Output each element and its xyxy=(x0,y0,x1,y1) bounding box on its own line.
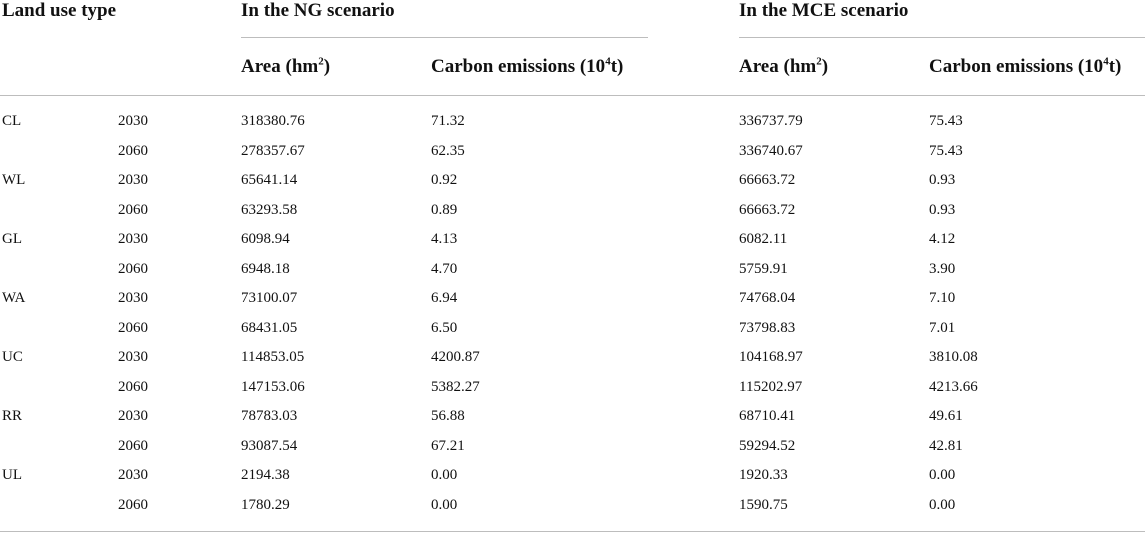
mce-carbon-cell: 0.00 xyxy=(929,467,956,483)
year-cell: 2030 xyxy=(118,408,148,424)
mce-carbon-cell: 4213.66 xyxy=(929,378,978,395)
ng-area-cell: 278357.67 xyxy=(241,142,305,159)
ng-area-cell: 114853.05 xyxy=(241,349,305,365)
ng-carbon-header: Carbon emissions (104t) xyxy=(431,55,624,77)
mce-carbon-cell: 7.01 xyxy=(929,319,956,336)
mce-area-cell: 104168.97 xyxy=(739,349,803,365)
ng-carbon-cell: 4.13 xyxy=(431,231,458,247)
year-cell: 2030 xyxy=(118,290,148,306)
year-cell: 2060 xyxy=(118,437,148,454)
mce-area-cell: 6082.11 xyxy=(739,231,788,247)
year-cell: 2030 xyxy=(118,113,148,129)
ng-carbon-cell: 71.32 xyxy=(431,113,465,129)
mce-area-cell: 336737.79 xyxy=(739,113,803,129)
ng-carbon-cell: 6.94 xyxy=(431,290,458,306)
ng-carbon-cell: 62.35 xyxy=(431,142,465,159)
ng-area-cell: 6948.18 xyxy=(241,260,290,277)
ng-carbon-cell: 0.00 xyxy=(431,496,458,513)
ng-area-cell: 63293.58 xyxy=(241,201,298,218)
mce-carbon-cell: 0.00 xyxy=(929,496,956,513)
mce-area-header: Area (hm2) xyxy=(739,55,829,77)
mce-area-cell: 1590.75 xyxy=(739,496,788,513)
mce-group-rule xyxy=(739,37,1145,38)
mce-carbon-cell: 0.93 xyxy=(929,172,956,188)
land-use-type-cell: CL xyxy=(2,113,22,129)
land-use-type-cell: WA xyxy=(2,290,26,306)
mce-area-cell: 68710.41 xyxy=(739,408,796,424)
ng-area-cell: 2194.38 xyxy=(241,467,290,483)
mce-carbon-cell: 3.90 xyxy=(929,260,956,277)
ng-area-cell: 65641.14 xyxy=(241,172,298,188)
ng-carbon-cell: 0.89 xyxy=(431,201,458,218)
mce-area-cell: 1920.33 xyxy=(739,467,788,483)
mce-carbon-cell: 75.43 xyxy=(929,142,963,159)
mce-area-cell: 59294.52 xyxy=(739,437,796,454)
ng-carbon-cell: 67.21 xyxy=(431,437,465,454)
ng-carbon-cell: 56.88 xyxy=(431,408,465,424)
ng-carbon-cell: 4.70 xyxy=(431,260,458,277)
land-use-type-cell: GL xyxy=(2,231,22,247)
mce-area-cell: 74768.04 xyxy=(739,290,796,306)
year-cell: 2030 xyxy=(118,349,148,365)
ng-area-cell: 73100.07 xyxy=(241,290,298,306)
mce-carbon-cell: 7.10 xyxy=(929,290,956,306)
mce-carbon-cell: 4.12 xyxy=(929,231,956,247)
header-ng-scenario: In the NG scenario xyxy=(241,0,395,21)
mce-area-cell: 66663.72 xyxy=(739,201,796,218)
year-cell: 2030 xyxy=(118,172,148,188)
year-cell: 2030 xyxy=(118,467,148,483)
mce-carbon-cell: 3810.08 xyxy=(929,349,978,365)
land-use-type-cell: WL xyxy=(2,172,26,188)
header-land-use-type: Land use type xyxy=(2,0,117,21)
mce-carbon-cell: 49.61 xyxy=(929,408,963,424)
ng-area-cell: 1780.29 xyxy=(241,496,290,513)
ng-area-cell: 147153.06 xyxy=(241,378,305,395)
year-cell: 2060 xyxy=(118,201,148,218)
header-mce-scenario: In the MCE scenario xyxy=(739,0,909,21)
mce-carbon-cell: 0.93 xyxy=(929,201,956,218)
ng-area-cell: 68431.05 xyxy=(241,319,298,336)
ng-carbon-cell: 0.00 xyxy=(431,467,458,483)
mce-area-cell: 66663.72 xyxy=(739,172,796,188)
year-cell: 2060 xyxy=(118,260,148,277)
ng-carbon-cell: 6.50 xyxy=(431,319,458,336)
ng-area-cell: 93087.54 xyxy=(241,437,298,454)
mce-area-cell: 115202.97 xyxy=(739,378,803,395)
ng-carbon-cell: 0.92 xyxy=(431,172,458,188)
year-cell: 2060 xyxy=(118,496,148,513)
ng-area-cell: 318380.76 xyxy=(241,113,305,129)
mce-area-cell: 5759.91 xyxy=(739,260,788,277)
table-bottom-rule xyxy=(0,531,1145,532)
mce-area-cell: 336740.67 xyxy=(739,142,803,159)
year-cell: 2060 xyxy=(118,319,148,336)
ng-area-header: Area (hm2) xyxy=(241,55,331,77)
ng-carbon-cell: 5382.27 xyxy=(431,378,480,395)
mce-area-cell: 73798.83 xyxy=(739,319,796,336)
land-use-type-cell: UL xyxy=(2,467,22,483)
mce-carbon-header: Carbon emissions (104t) xyxy=(929,55,1122,77)
header-bottom-rule xyxy=(0,95,1145,96)
mce-carbon-cell: 42.81 xyxy=(929,437,963,454)
year-cell: 2060 xyxy=(118,142,148,159)
mce-carbon-cell: 75.43 xyxy=(929,113,963,129)
land-use-type-cell: UC xyxy=(2,349,23,365)
ng-area-cell: 78783.03 xyxy=(241,408,298,424)
land-use-type-cell: RR xyxy=(2,408,23,424)
ng-group-rule xyxy=(241,37,648,38)
ng-carbon-cell: 4200.87 xyxy=(431,349,480,365)
ng-area-cell: 6098.94 xyxy=(241,231,290,247)
year-cell: 2060 xyxy=(118,378,148,395)
year-cell: 2030 xyxy=(118,231,148,247)
